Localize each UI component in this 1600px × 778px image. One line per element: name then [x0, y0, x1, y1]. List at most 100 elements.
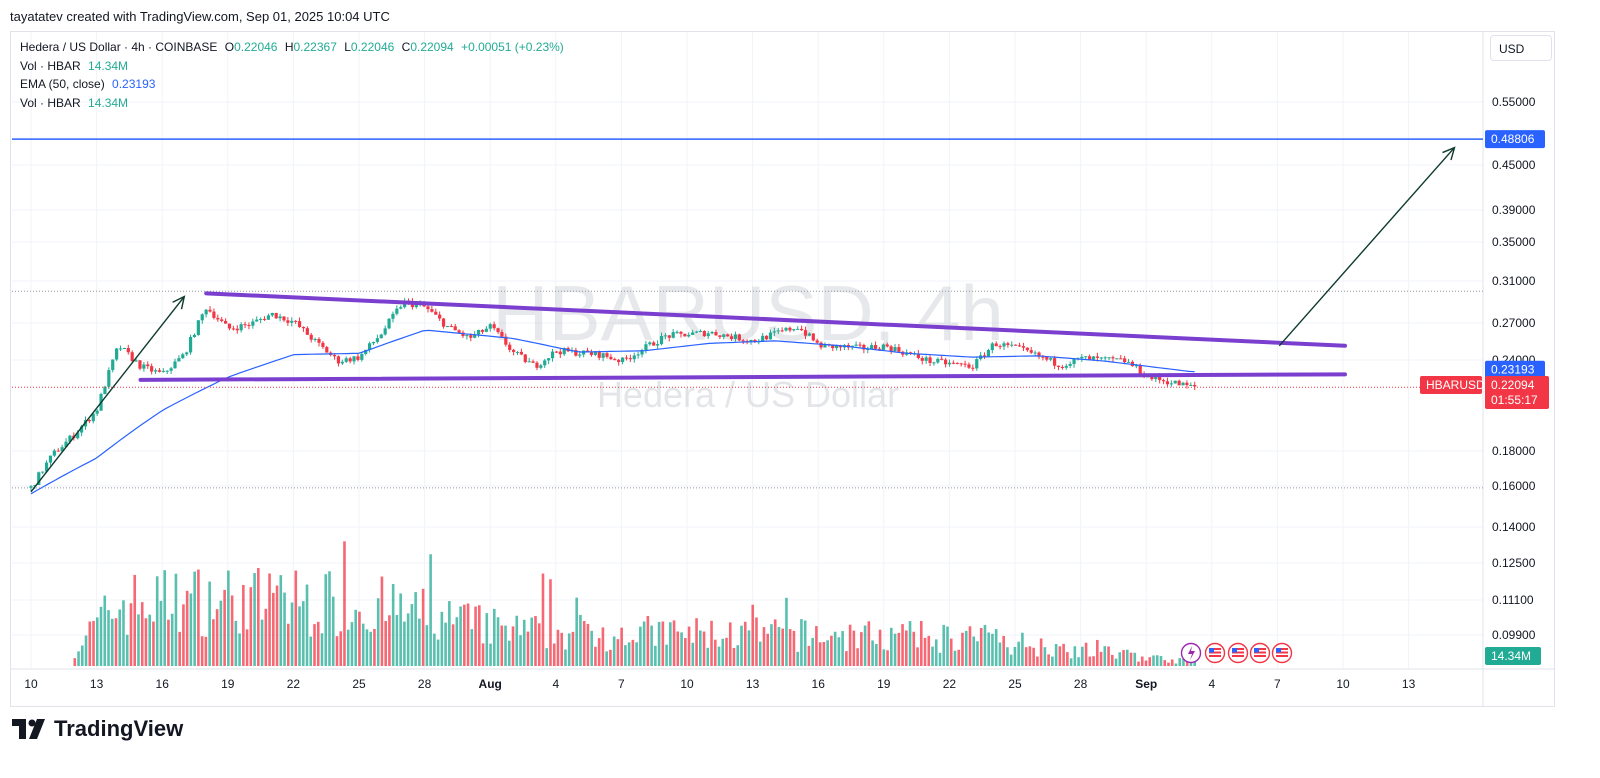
legend-volume2-row[interactable]: Vol · HBAR 14.34M: [20, 94, 568, 113]
legend-close: C0.22094: [401, 40, 454, 54]
candle-body: [547, 358, 551, 361]
volume-bar: [133, 574, 137, 666]
drawings: [12, 138, 1483, 664]
volume-bar: [590, 630, 593, 666]
volume-bar: [1193, 661, 1196, 666]
grid-lines: [10, 32, 1555, 706]
volume-bar: [882, 649, 886, 666]
volume-bar: [818, 642, 822, 666]
candle-body: [161, 370, 165, 372]
volume-bar: [129, 603, 133, 666]
candle-body: [500, 332, 504, 337]
candle-body: [889, 346, 893, 352]
candle-body: [461, 332, 465, 337]
candle-body: [364, 349, 368, 354]
candle-body: [1095, 356, 1100, 358]
volume-bar: [1170, 659, 1174, 666]
volume-bar: [552, 643, 556, 666]
price-tick-label: 0.11100: [1492, 593, 1534, 607]
volume-bar: [964, 630, 968, 666]
candle-body: [928, 357, 932, 363]
candle-body: [1045, 356, 1049, 360]
volume-bar: [998, 642, 1002, 666]
volume-bar: [328, 571, 331, 666]
candle-body: [247, 325, 251, 327]
volume-bar: [418, 618, 421, 666]
volume-bar: [672, 620, 676, 666]
volume-bar: [766, 633, 770, 666]
candle-body: [652, 342, 656, 346]
candle-body: [1134, 365, 1138, 367]
candle-body: [208, 309, 212, 312]
volume-bar: [403, 621, 406, 666]
volume-bar: [137, 614, 140, 666]
volume-bar: [489, 643, 492, 666]
candle-body: [157, 370, 162, 372]
volume-bar: [496, 617, 500, 666]
volume-bar: [144, 618, 148, 666]
volume-bar: [305, 584, 309, 666]
volume-bar: [451, 624, 455, 666]
price-tick-label: 0.16000: [1492, 479, 1536, 493]
volume-bar: [556, 629, 560, 666]
candle-body: [1064, 365, 1068, 368]
volume-bar: [455, 617, 459, 666]
volume-bar: [1081, 646, 1084, 666]
candle-body: [387, 318, 391, 329]
volume-bar: [863, 625, 867, 666]
candle-body: [1080, 356, 1084, 359]
candle-body: [1126, 361, 1131, 363]
channel-upper-line: [204, 291, 1347, 348]
candle-body: [796, 328, 800, 330]
ema-price-tag-bg: [1485, 360, 1545, 379]
candle-body: [617, 359, 621, 363]
last-price-tag: 0.22094: [1485, 376, 1549, 394]
volume-bar: [88, 621, 92, 666]
volume-bar: [856, 648, 859, 666]
candle-body: [227, 323, 232, 329]
volume-bar: [743, 621, 747, 666]
candle-body: [729, 336, 734, 339]
volume-bar: [1088, 656, 1092, 666]
volume-bar: [631, 639, 635, 666]
currency-button[interactable]: USD: [1490, 35, 1552, 61]
legend-ohlc-row[interactable]: Hedera / US Dollar · 4h · COINBASE O0.22…: [20, 38, 568, 57]
legend-open: O0.22046: [224, 40, 278, 54]
candle-body: [1060, 366, 1064, 368]
candle-body: [488, 324, 492, 329]
volume-bar: [620, 627, 623, 666]
volume-bar: [983, 624, 987, 666]
volume-bar: [204, 636, 208, 666]
candle-body: [379, 334, 383, 339]
volume-bar: [1167, 662, 1170, 666]
candle-body: [1088, 356, 1092, 360]
time-tick-label: 10: [680, 677, 694, 691]
volume-bar: [421, 588, 425, 666]
candle-body: [1161, 380, 1166, 382]
volume-bar: [991, 633, 994, 666]
candle-body: [959, 363, 963, 365]
volume-bar: [758, 641, 762, 666]
symbol-tag-bg: [1420, 376, 1482, 394]
volume-bar: [466, 603, 470, 666]
volume-bar: [706, 647, 710, 666]
candle-body: [749, 339, 753, 342]
candle-body: [255, 319, 259, 322]
tradingview-logo[interactable]: TradingView: [12, 716, 183, 742]
candle-body: [504, 336, 508, 345]
candle-body: [963, 363, 967, 365]
candle-body: [469, 335, 473, 338]
candle-body: [453, 326, 457, 331]
candle-body: [772, 331, 776, 333]
candle-body: [975, 359, 979, 369]
legend-ema-row[interactable]: EMA (50, close) 0.23193: [20, 75, 568, 94]
channel-lower-line: [138, 372, 1347, 382]
candle-body: [543, 360, 547, 366]
volume-bar: [687, 626, 691, 666]
candle-body: [971, 367, 975, 369]
candle-body: [126, 347, 130, 353]
legend-volume-row[interactable]: Vol · HBAR 14.34M: [20, 57, 568, 76]
volume-bar: [627, 642, 631, 666]
candle-body: [414, 304, 418, 308]
